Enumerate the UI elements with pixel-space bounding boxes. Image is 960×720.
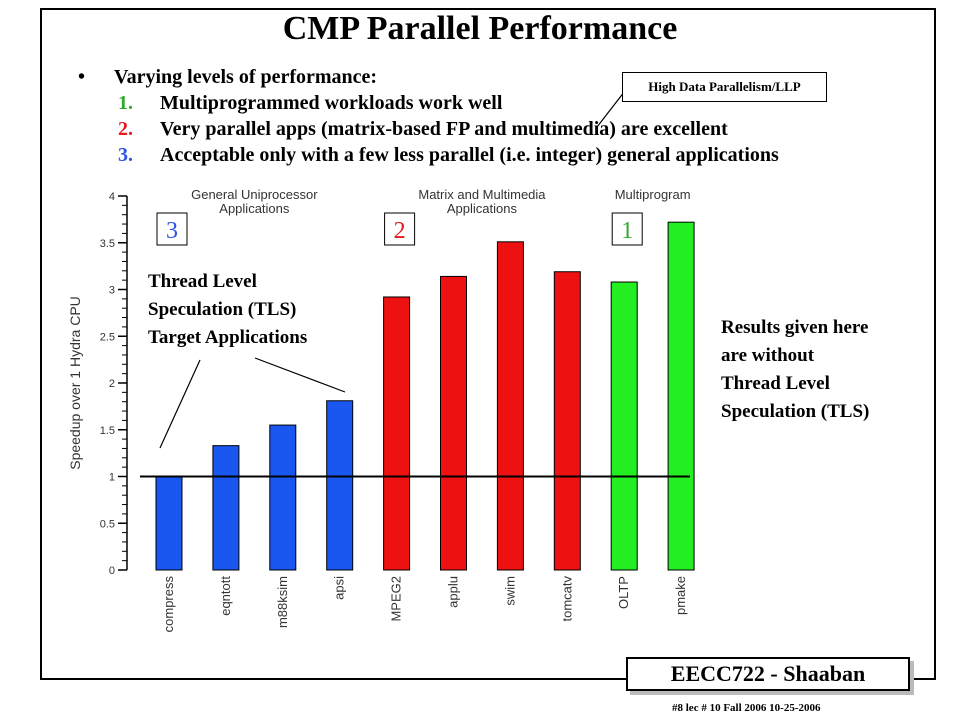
group-label: Multiprogram	[615, 187, 691, 202]
bar-tomcatv	[553, 271, 581, 571]
results-note-line: are without	[721, 345, 815, 366]
bar-applu	[440, 275, 467, 571]
rank-number: 2	[394, 218, 406, 244]
y-axis-label: Speedup over 1 Hydra CPU	[67, 296, 83, 470]
y-tick-label: 1	[109, 472, 115, 484]
x-category-label: MPEG2	[389, 576, 404, 622]
bullet-text: Multiprogrammed workloads work well	[160, 92, 503, 114]
rank-box	[611, 212, 643, 246]
bar-mpeg2	[383, 296, 411, 571]
bullet-item-2: 2. Very parallel apps (matrix-based FP an…	[78, 118, 779, 144]
group-label: Applications	[219, 201, 290, 216]
x-category-label: applu	[446, 576, 461, 608]
slide-title: CMP Parallel Performance	[282, 10, 678, 47]
results-note: Results given here are without Thread Le…	[721, 314, 869, 426]
rank-box	[156, 212, 188, 246]
rank-number: 1	[621, 218, 633, 244]
y-tick-label: 2.5	[100, 331, 115, 343]
bar-apsi	[326, 400, 354, 571]
y-tick-label: 4	[109, 191, 115, 203]
slide-frame	[40, 8, 936, 680]
rank-box	[384, 212, 416, 246]
bar-oltp	[610, 281, 638, 571]
results-note-line: Results given here	[721, 317, 869, 338]
tls-pointer-line-2	[254, 357, 346, 393]
course-footer-box: EECC722 - Shaaban	[626, 657, 910, 691]
bullet-text: Very parallel apps (matrix-based FP and …	[160, 118, 728, 140]
x-category-label: tomcatv	[559, 576, 574, 622]
group-label: Matrix and Multimedia	[418, 187, 546, 202]
x-category-label: compress	[161, 576, 176, 633]
x-category-label: eqntott	[218, 576, 233, 616]
results-note-line: Thread Level	[721, 373, 830, 394]
group-label: General Uniprocessor	[191, 187, 318, 202]
bullet-number: 1.	[118, 92, 133, 114]
x-category-label: pmake	[673, 576, 688, 615]
bullet-number: 2.	[118, 118, 133, 140]
bar-compress	[155, 476, 183, 571]
tls-target-label: Thread Level Speculation (TLS) Target Ap…	[148, 268, 307, 352]
results-note-line: Speculation (TLS)	[721, 401, 870, 422]
bullet-item-3: 3. Acceptable only with a few less parall…	[78, 144, 779, 170]
y-tick-label: 2	[109, 378, 115, 390]
tls-label-line: Target Applications	[148, 327, 308, 348]
callout-box: High Data Parallelism/LLP	[622, 72, 827, 102]
x-category-label: OLTP	[616, 576, 631, 609]
bar-pmake	[667, 221, 695, 571]
tls-label-line: Thread Level	[148, 271, 257, 292]
y-tick-label: 1.5	[100, 425, 115, 437]
y-tick-label: 0	[109, 565, 115, 577]
group-label: Applications	[447, 201, 518, 216]
bullet-dot-icon: •	[78, 66, 86, 88]
bullet-lead-text: Varying levels of performance:	[114, 66, 378, 88]
x-category-label: swim	[502, 576, 517, 606]
x-category-label: apsi	[332, 576, 347, 600]
bullet-list: • Varying levels of performance: 1. Multi…	[78, 66, 779, 170]
bar-m88ksim	[269, 424, 297, 571]
tls-pointer-line-1	[159, 359, 201, 449]
bullet-item-1: 1. Multiprogrammed workloads work well	[78, 92, 779, 118]
bullet-number: 3.	[118, 144, 133, 166]
lecture-info: #8 lec # 10 Fall 2006 10-25-2006	[672, 702, 821, 714]
y-tick-label: 3.5	[100, 238, 115, 250]
x-category-label: m88ksim	[275, 576, 290, 628]
bullet-lead: • Varying levels of performance:	[78, 66, 779, 92]
y-tick-label: 3	[109, 285, 115, 297]
bar-swim	[496, 241, 524, 571]
y-tick-label: 0.5	[100, 518, 115, 530]
tls-label-line: Speculation (TLS)	[148, 299, 297, 320]
rank-number: 3	[166, 218, 178, 244]
bullet-text: Acceptable only with a few less parallel…	[160, 144, 779, 166]
bar-eqntott	[212, 445, 240, 571]
